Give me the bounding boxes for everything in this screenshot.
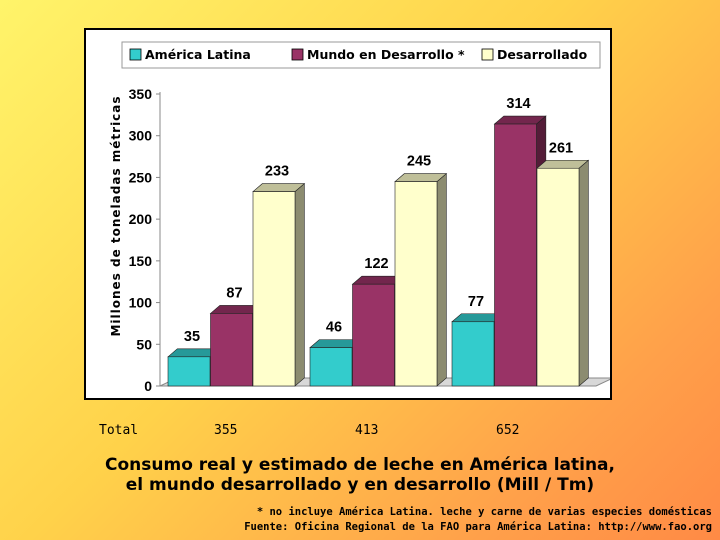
bar-2020-2: [536, 167, 580, 387]
bar-1993-0: [309, 347, 353, 387]
bar-2020-1: [494, 123, 537, 387]
caption-line-1: Consumo real y estimado de leche en Amér…: [105, 455, 615, 475]
legend-label-2: Desarrollado: [497, 47, 588, 62]
legend-box: [121, 41, 601, 69]
bar-top-2020-1: [493, 115, 547, 125]
y-tick-label-200: 200: [129, 211, 153, 227]
bar-top-2020-2: [536, 159, 590, 169]
bar-side-2020-2: [578, 159, 589, 387]
y-tick-label-150: 150: [129, 253, 153, 269]
y-axis-label: Millones de toneladas métricas: [109, 95, 123, 337]
y-tick-label-300: 300: [129, 128, 153, 144]
y-tick-label-100: 100: [129, 295, 153, 311]
data-label-2020-1: 314: [506, 96, 530, 112]
total-1993: 413: [355, 423, 379, 438]
legend-label-0: América Latina: [145, 47, 251, 62]
caption-line-2: el mundo desarrollado y en desarrollo (M…: [125, 475, 595, 495]
footnote-source: Fuente: Oficina Regional de la FAO para …: [244, 521, 712, 533]
bar-1983-1: [210, 313, 253, 387]
bar-1993-2: [394, 181, 438, 387]
y-tick-label-350: 350: [129, 86, 153, 102]
data-label-1993-0: 46: [326, 320, 342, 336]
bar-side-1983-2: [294, 182, 305, 387]
y-tick-label-250: 250: [129, 169, 153, 185]
bar-top-1993-2: [394, 173, 448, 182]
totals-label: Total: [99, 423, 139, 438]
legend-swatch-2: [481, 48, 494, 61]
legend-swatch-1: [291, 48, 304, 61]
bar-1993-1: [352, 283, 395, 387]
data-label-1983-0: 35: [184, 329, 200, 345]
bar-1983-0: [167, 356, 211, 387]
bar-side-1993-2: [436, 172, 447, 387]
data-label-1983-1: 87: [226, 285, 242, 301]
chart-frame: América Latina Mundo en Desarrollo * Desar…: [84, 28, 612, 400]
data-label-2020-0: 77: [468, 294, 484, 310]
bar-chart: América Latina Mundo en Desarrollo * Desar…: [86, 30, 610, 398]
legend-swatch-0: [129, 48, 142, 61]
bar-1983-2: [252, 191, 296, 387]
data-label-2020-2: 261: [549, 140, 573, 156]
data-label-1993-1: 122: [364, 256, 388, 272]
data-label-1983-2: 233: [265, 164, 289, 180]
y-tick-label-50: 50: [136, 336, 152, 352]
bar-2020-0: [451, 321, 495, 387]
bar-top-1983-2: [252, 183, 306, 192]
y-tick-label-0: 0: [144, 378, 152, 394]
data-label-1993-2: 245: [407, 154, 431, 170]
total-2020: 652: [496, 423, 520, 438]
total-1983: 355: [214, 423, 238, 438]
legend-label-1: Mundo en Desarrollo *: [307, 47, 465, 62]
footnote-note: * no incluye América Latina. leche y car…: [256, 506, 712, 518]
